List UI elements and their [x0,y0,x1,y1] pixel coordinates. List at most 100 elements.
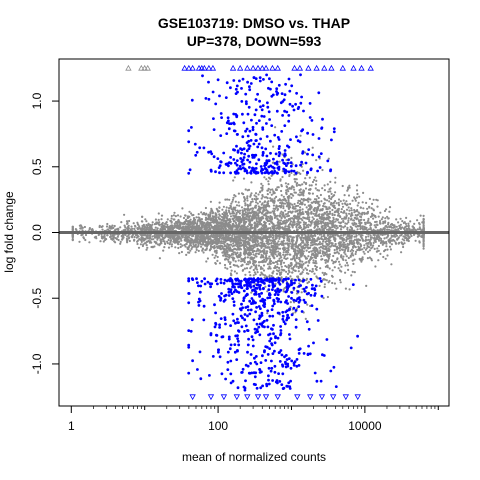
gray-point [248,220,251,223]
gray-point [214,240,217,243]
gray-point [167,238,170,242]
gray-point [331,222,334,225]
gray-point [263,242,266,246]
gray-point [316,218,319,221]
gray-point [232,242,235,245]
gray-point [339,222,342,225]
gray-point [332,202,335,205]
gray-point [422,214,425,217]
gray-point [340,265,343,268]
gray-point [220,225,223,228]
gray-point [181,207,184,210]
gray-point [348,235,351,238]
gray-point [274,126,277,129]
gray-point [290,187,293,190]
gray-point [316,237,319,240]
gray-point [295,265,298,268]
gray-point [322,221,325,224]
gray-point [261,259,264,263]
gray-point [161,236,164,239]
gray-point [317,207,320,210]
gray-point [346,228,349,231]
gray-point [361,248,364,251]
gray-point [168,243,171,246]
gray-point [190,239,193,242]
gray-point [254,267,257,270]
gray-point [244,273,247,276]
gray-point [126,228,129,231]
gray-point [215,227,218,230]
gray-point [374,239,377,243]
gray-point [395,218,398,221]
gray-point [221,242,224,245]
gray-point [346,245,349,248]
gray-point [167,246,171,249]
gray-point [308,220,311,223]
gray-point [350,252,353,256]
gray-point [350,207,353,210]
gray-point [197,216,200,219]
gray-point [210,239,213,242]
gray-point [407,224,410,227]
gray-point [236,245,239,248]
gray-point [335,202,338,205]
gray-point [291,207,294,210]
gray-point [287,202,290,205]
gray-point [232,214,235,217]
gray-point [123,224,126,227]
gray-point [144,218,147,221]
gray-point [368,221,371,224]
gray-point [179,243,182,246]
gray-point [284,182,287,185]
gray-point [367,238,370,241]
gray-point [112,226,115,229]
gray-point [274,243,277,246]
gray-point [327,257,330,260]
gray-point [422,247,425,250]
gray-point [414,228,417,231]
gray-point [158,257,161,260]
gray-point [335,287,338,290]
gray-point [345,208,349,211]
gray-point [378,239,381,242]
gray-point [261,188,264,191]
gray-point [328,279,331,283]
gray-point [328,215,331,219]
gray-point [243,196,246,199]
gray-point [230,256,234,259]
gray-point [375,237,378,240]
gray-point [294,243,297,246]
gray-point [308,176,311,179]
gray-point [133,238,136,241]
gray-point [261,249,264,252]
gray-point [233,240,236,243]
gray-point [167,234,170,237]
gray-point [136,242,139,246]
gray-point [218,262,222,265]
gray-point [235,204,239,207]
gray-point [332,205,335,208]
gray-point [324,225,327,228]
gray-point [353,216,356,219]
gray-point [325,240,328,243]
gray-point [351,222,354,225]
gray-point [221,208,224,211]
gray-point [422,237,425,240]
gray-point [280,189,283,193]
gray-point [315,249,318,252]
gray-point [256,268,259,271]
gray-point [297,270,300,273]
gray-point [315,210,318,213]
gray-point [304,222,307,226]
gray-point [253,246,256,249]
gray-point [288,223,291,226]
gray-point [286,272,290,275]
gray-point [240,264,243,267]
gray-point [323,283,326,286]
gray-point [318,284,321,287]
gray-point [269,260,272,263]
gray-point [322,278,325,281]
gray-point [343,194,346,197]
gray-point [275,272,279,275]
gray-point [265,255,268,259]
